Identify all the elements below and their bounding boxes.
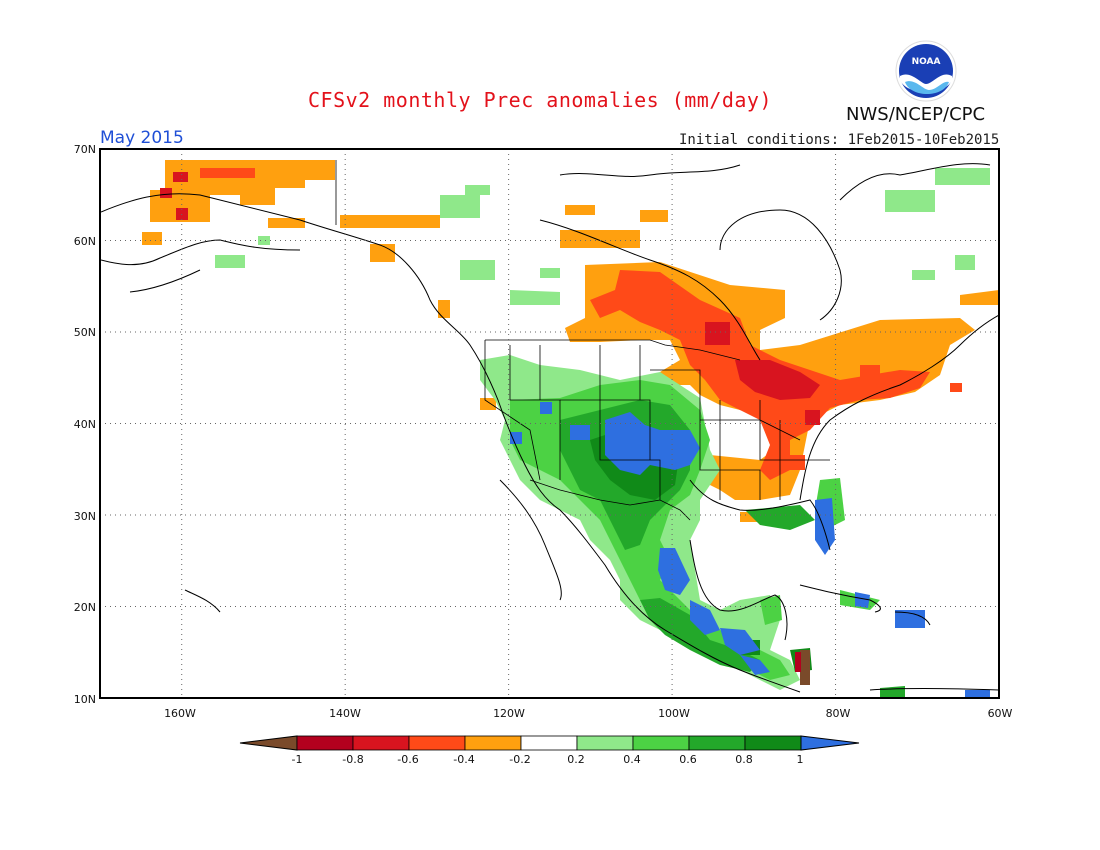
borders [335, 160, 830, 521]
colorbar-label-08: 0.8 [735, 753, 753, 766]
lon-label-140w: 140W [329, 707, 361, 720]
extreme-dry-spot-red [795, 652, 801, 672]
forecast-month: May 2015 [100, 128, 184, 148]
lat-label-70n: 70N [73, 143, 96, 156]
colorbar-swatch [632, 735, 690, 751]
colorbar-label-neg1: -1 [291, 753, 303, 766]
colorbar-label-neg04: -0.4 [453, 753, 475, 766]
initial-conditions: Initial conditions: 1Feb2015-10Feb2015 [679, 132, 1000, 148]
colorbar-right-arrow [800, 735, 860, 751]
dry-anomaly-strong [160, 172, 820, 425]
colorbar-label-neg08: -0.8 [342, 753, 364, 766]
colorbar-swatch [520, 735, 578, 751]
lat-label-40n: 40N [73, 418, 96, 431]
coastlines [101, 163, 999, 693]
colorbar-label-neg06: -0.6 [397, 753, 419, 766]
colorbar-swatch [688, 735, 746, 751]
lat-label-20n: 20N [73, 601, 96, 614]
noaa-logo: NOAA [895, 40, 957, 102]
colorbar-swatch [744, 735, 802, 751]
colorbar-label-1: 1 [796, 753, 804, 766]
extreme-dry-spot [800, 650, 810, 685]
lon-label-60w: 60W [987, 707, 1013, 720]
colorbar-label-06: 0.6 [679, 753, 697, 766]
lon-label-80w: 80W [825, 707, 851, 720]
colorbar-swatch [352, 735, 410, 751]
lat-label-10n: 10N [73, 693, 96, 706]
colorbar-swatch [408, 735, 466, 751]
colorbar-swatch [296, 735, 354, 751]
lon-label-120w: 120W [493, 707, 525, 720]
colorbar-label-02: 0.2 [567, 753, 585, 766]
lon-label-100w: 100W [658, 707, 690, 720]
lat-label-60n: 60N [73, 235, 96, 248]
logo-text: NOAA [912, 57, 941, 67]
lat-label-50n: 50N [73, 326, 96, 339]
colorbar-swatch [576, 735, 634, 751]
lat-label-30n: 30N [73, 510, 96, 523]
agency-label: NWS/NCEP/CPC [846, 104, 986, 125]
wet-anomaly-max [510, 402, 990, 698]
lon-label-160w: 160W [164, 707, 196, 720]
map-title: CFSv2 monthly Prec anomalies (mm/day) [308, 88, 773, 112]
colorbar-left-arrow [239, 735, 298, 751]
colorbar-swatch [464, 735, 522, 751]
colorbar-label-neg02: -0.2 [509, 753, 531, 766]
colorbar-label-04: 0.4 [623, 753, 641, 766]
map-frame [99, 148, 1000, 699]
